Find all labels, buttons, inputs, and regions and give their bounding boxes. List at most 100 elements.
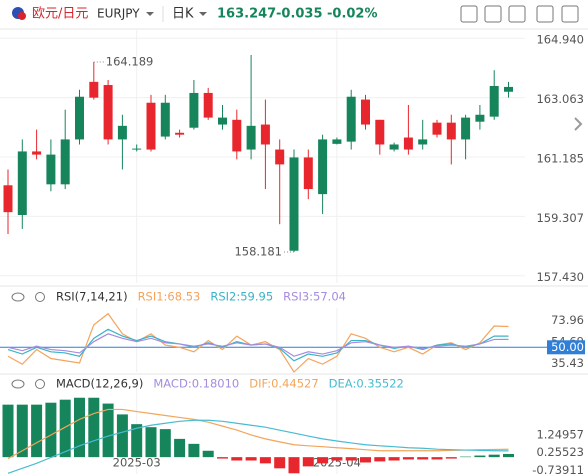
indicator-title: MACD(12,26,9) xyxy=(56,377,143,391)
macd-bar xyxy=(31,404,43,458)
candle-body xyxy=(260,124,270,145)
macd-bar xyxy=(174,438,186,458)
toolbar xyxy=(460,5,579,23)
macd-bar xyxy=(460,456,472,458)
candle-body xyxy=(389,144,399,150)
candle-body xyxy=(303,157,313,190)
legend-entry: MACD:0.18010 xyxy=(153,377,239,391)
y-tick-label: 164.940 xyxy=(536,33,584,47)
macd-bar xyxy=(474,455,486,458)
tool-button[interactable] xyxy=(561,5,579,23)
legend-entry: DIF:0.44527 xyxy=(249,377,318,391)
symbol-name[interactable]: 欧元/日元 xyxy=(32,7,88,22)
macd-bar xyxy=(431,457,443,460)
macd-bar xyxy=(274,457,286,469)
tool-button[interactable] xyxy=(508,5,526,23)
candle-body xyxy=(175,132,185,135)
candle-body xyxy=(32,151,42,155)
indicator-line xyxy=(7,419,509,474)
y-tick-label: 0.25523 xyxy=(536,445,584,459)
eye-icon[interactable] xyxy=(11,292,25,302)
eye-icon[interactable] xyxy=(11,379,25,389)
legend-entry: DEA:0.35522 xyxy=(329,377,404,391)
candle-body xyxy=(17,151,27,216)
candle-body xyxy=(75,96,84,140)
macd-bar xyxy=(74,397,85,458)
macd-bar xyxy=(388,457,400,461)
indicator-line xyxy=(7,333,509,357)
macd-bar xyxy=(417,457,429,460)
candle-body xyxy=(103,85,113,140)
candle-body xyxy=(203,92,213,118)
macd-bar xyxy=(231,457,243,461)
macd-bar xyxy=(374,457,386,462)
macd-bar xyxy=(317,457,329,464)
macd-bar xyxy=(302,457,314,467)
candle-body xyxy=(60,139,70,185)
candle-body xyxy=(403,137,413,150)
tool-button[interactable] xyxy=(460,5,478,23)
candle-body xyxy=(461,117,471,140)
macd-bar xyxy=(59,399,71,458)
reference-label-bg xyxy=(547,340,585,355)
candle-body xyxy=(375,119,385,145)
macd-bar xyxy=(259,457,271,464)
candle-body xyxy=(246,125,256,150)
candle-body xyxy=(418,139,428,145)
candle-body xyxy=(275,149,285,165)
candle-body xyxy=(218,117,227,125)
macd-bar xyxy=(245,457,257,461)
annotation: 164.189 xyxy=(106,54,154,68)
scroll-arrow[interactable] xyxy=(574,117,583,131)
macd-bar xyxy=(217,457,228,459)
candle-body xyxy=(46,154,56,185)
indicator-title: RSI(7,14,21) xyxy=(56,290,128,304)
candle-body xyxy=(475,114,485,122)
macd-bar xyxy=(331,457,343,461)
y-tick-label: 1.24957 xyxy=(536,427,584,441)
annotation: 158.181 xyxy=(234,244,282,258)
y-tick-label: 157.430 xyxy=(536,270,584,284)
y-tick-label: 163.063 xyxy=(536,92,584,106)
candle-body xyxy=(432,122,442,135)
macd-bar xyxy=(345,457,357,461)
y-tick-label: 159.307 xyxy=(536,211,584,225)
tool-button[interactable] xyxy=(484,5,502,23)
macd-bar xyxy=(360,457,371,463)
macd-bar xyxy=(102,403,114,458)
candle-body xyxy=(489,85,499,117)
candle-body xyxy=(446,122,456,140)
flag-icon xyxy=(18,12,26,20)
period[interactable]: 日K xyxy=(172,7,194,22)
candle-body xyxy=(318,139,328,195)
legend-entry: RSI3:57.04 xyxy=(283,290,346,304)
y-tick-label: -0.73911 xyxy=(532,463,584,474)
dropdown-icon[interactable] xyxy=(146,12,154,16)
gear-icon[interactable] xyxy=(35,379,45,389)
candle-body xyxy=(117,125,127,140)
macd-bar xyxy=(503,453,514,458)
y-tick-label: 35.43 xyxy=(551,356,584,370)
candle-body xyxy=(361,99,370,125)
y-tick-label: 161.185 xyxy=(536,151,584,165)
macd-bar xyxy=(88,397,100,458)
x-tick-label: 2025-03 xyxy=(113,456,161,470)
y-tick-label: 50.00 xyxy=(551,340,584,354)
y-tick-label: 73.96 xyxy=(551,313,584,327)
candle-body xyxy=(504,86,513,92)
macd-bar xyxy=(402,457,414,460)
macd-bar xyxy=(16,404,28,458)
macd-bar xyxy=(188,443,200,458)
panel-icons xyxy=(11,292,45,389)
macd-bar xyxy=(202,450,214,458)
candle-body xyxy=(132,148,142,150)
candle-body xyxy=(232,119,242,152)
macd-bar xyxy=(131,424,143,458)
candle-body xyxy=(189,92,199,128)
gear-icon[interactable] xyxy=(35,292,45,302)
macd-bar xyxy=(116,414,128,458)
symbol-code[interactable]: EURJPY xyxy=(97,7,140,21)
dropdown-icon[interactable] xyxy=(199,12,207,16)
tool-button[interactable] xyxy=(536,5,554,23)
